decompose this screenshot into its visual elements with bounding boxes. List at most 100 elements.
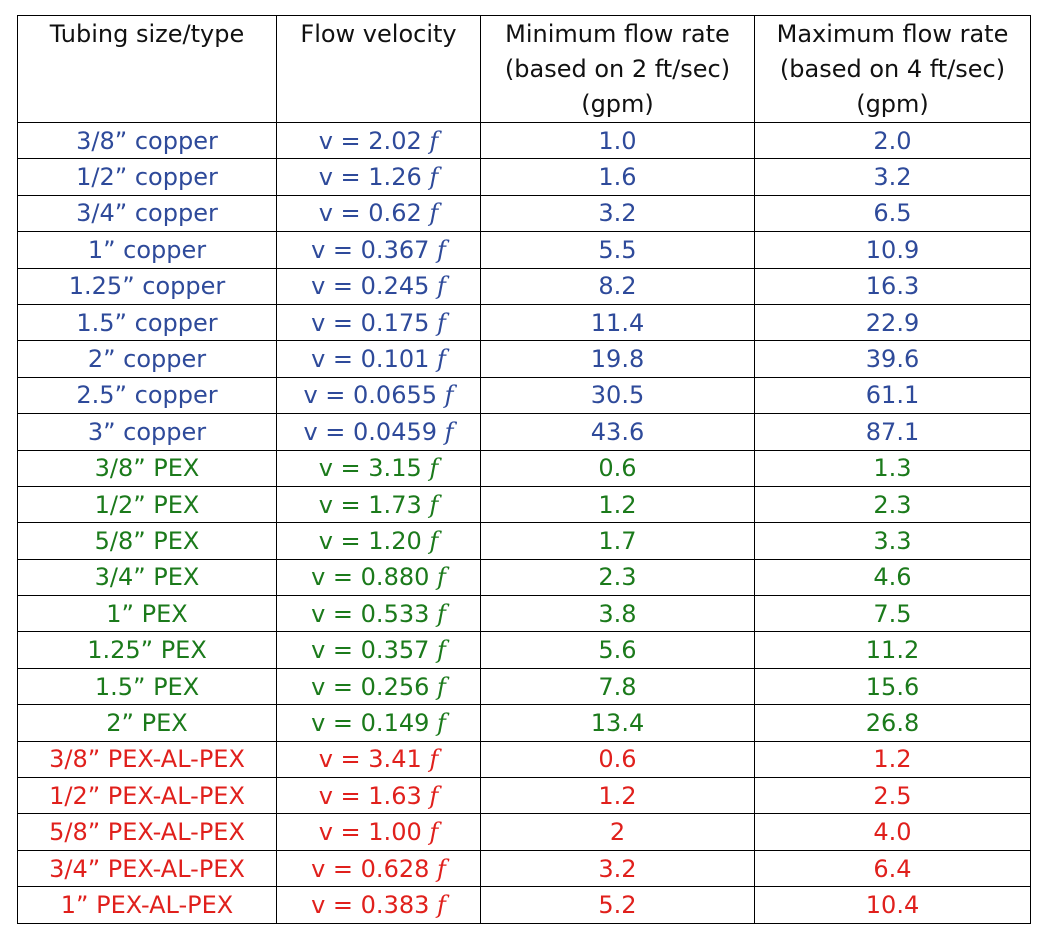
velocity-factor: f <box>429 781 439 810</box>
max-flow-cell-text: 10.9 <box>865 235 920 264</box>
velocity-cell: v = 0.245 f <box>276 267 481 305</box>
min-flow-cell: 5.6 <box>480 631 755 669</box>
max-flow-cell-text: 2.5 <box>873 781 912 810</box>
max-flow-cell-text: 2.0 <box>873 126 912 155</box>
header-row: Tubing size/type Flow velocity Minimum f… <box>17 15 1031 123</box>
tubing-cell-text: 3/8” copper <box>76 126 218 155</box>
velocity-cell-text: v = 0.149 <box>311 708 430 737</box>
velocity-cell-text: v = 0.533 <box>311 599 430 628</box>
max-flow-cell-text: 1.3 <box>873 454 912 483</box>
tubing-cell: 1/2” PEX <box>17 485 277 524</box>
table-row: 1/2” PEX-AL-PEX v = 1.63 f 1.2 2.5 <box>17 777 1031 815</box>
tubing-cell: 1” copper <box>17 231 277 269</box>
min-flow-cell-text: 7.8 <box>598 672 637 701</box>
min-flow-cell: 5.5 <box>480 231 755 269</box>
min-flow-cell: 19.8 <box>480 340 755 378</box>
velocity-factor: f <box>437 345 446 374</box>
min-flow-cell-text: 3.8 <box>598 599 637 628</box>
velocity-cell-text: v = 0.0655 <box>303 381 437 410</box>
velocity-cell-text: v = 1.20 <box>318 526 422 555</box>
max-flow-cell-text: 16.3 <box>865 272 920 301</box>
tubing-cell-text: 3/4” PEX <box>94 563 200 592</box>
tubing-cell-text: 1.5” copper <box>76 308 218 337</box>
velocity-cell: v = 1.00 f <box>276 813 481 851</box>
table-body: 3/8” copper v = 2.02 f 1.0 2.0 1/2” copper v … <box>17 121 1031 924</box>
velocity-factor: f <box>437 854 446 883</box>
max-flow-cell: 2.3 <box>754 485 1031 524</box>
velocity-cell: v = 0.101 f <box>276 340 481 378</box>
velocity-cell-text: v = 0.0459 <box>303 417 437 446</box>
tubing-cell-text: 3/4” PEX-AL-PEX <box>49 854 245 883</box>
tubing-cell: 3/8” PEX <box>17 449 277 487</box>
tubing-cell-text: 3/8” PEX <box>94 454 200 483</box>
table-row: 1” PEX v = 0.533 f 3.8 7.5 <box>17 595 1031 633</box>
velocity-cell-text: v = 1.73 <box>318 490 422 519</box>
min-flow-cell-text: 3.2 <box>598 854 637 883</box>
velocity-factor: f <box>429 745 439 774</box>
tubing-cell: 1.25” PEX <box>17 631 277 669</box>
max-flow-cell: 22.9 <box>754 303 1031 342</box>
min-flow-cell: 13.4 <box>480 704 755 742</box>
velocity-cell-text: v = 0.628 <box>311 854 430 883</box>
min-flow-cell-text: 1.2 <box>598 490 637 519</box>
tubing-cell: 3/4” PEX-AL-PEX <box>17 849 277 888</box>
tubing-cell-text: 1/2” PEX-AL-PEX <box>49 781 245 810</box>
tubing-cell: 1” PEX <box>17 595 277 633</box>
header-max-flow-line-3: (gpm) <box>856 90 929 118</box>
tubing-cell-text: 1.5” PEX <box>94 672 200 701</box>
max-flow-cell-text: 26.8 <box>865 708 920 737</box>
min-flow-cell: 0.6 <box>480 449 755 487</box>
table-row: 1/2” PEX v = 1.73 f 1.2 2.3 <box>17 485 1031 524</box>
min-flow-cell-text: 0.6 <box>598 454 637 483</box>
min-flow-cell-text: 13.4 <box>590 708 645 737</box>
min-flow-cell: 3.2 <box>480 194 755 233</box>
velocity-cell-text: v = 2.02 <box>318 126 422 155</box>
min-flow-cell: 8.2 <box>480 267 755 305</box>
max-flow-cell: 87.1 <box>754 413 1031 451</box>
table-row: 2” PEX v = 0.149 f 13.4 26.8 <box>17 704 1031 742</box>
min-flow-cell-text: 8.2 <box>598 272 637 301</box>
min-flow-cell-text: 1.2 <box>598 781 637 810</box>
max-flow-cell-text: 11.2 <box>865 636 920 665</box>
header-tubing-line: Tubing size/type <box>49 20 245 48</box>
velocity-factor: f <box>437 563 446 592</box>
velocity-cell-text: v = 3.15 <box>318 454 422 483</box>
velocity-factor: f <box>429 199 439 228</box>
max-flow-cell: 7.5 <box>754 595 1031 633</box>
max-flow-cell: 10.9 <box>754 231 1031 269</box>
table-row: 5/8” PEX-AL-PEX v = 1.00 f 2 4.0 <box>17 813 1031 851</box>
velocity-cell: v = 0.367 f <box>276 231 481 269</box>
max-flow-cell-text: 87.1 <box>865 417 920 446</box>
min-flow-cell-text: 5.6 <box>598 636 637 665</box>
min-flow-cell: 1.2 <box>480 777 755 815</box>
table-row: 1.5” copper v = 0.175 f 11.4 22.9 <box>17 303 1031 342</box>
velocity-cell-text: v = 0.367 <box>311 235 430 264</box>
velocity-cell-text: v = 0.383 <box>311 890 430 919</box>
table-row: 3/4” PEX-AL-PEX v = 0.628 f 3.2 6.4 <box>17 849 1031 888</box>
max-flow-cell: 1.3 <box>754 449 1031 487</box>
max-flow-cell-text: 2.3 <box>873 490 912 519</box>
velocity-factor: f <box>429 490 439 519</box>
max-flow-cell: 3.2 <box>754 158 1031 196</box>
table-row: 5/8” PEX v = 1.20 f 1.7 3.3 <box>17 522 1031 560</box>
velocity-factor: f <box>437 272 446 301</box>
header-tubing: Tubing size/type <box>17 15 277 123</box>
header-min-flow-line-2: (based on 2 ft/sec) <box>504 55 731 83</box>
table-row: 1.25” PEX v = 0.357 f 5.6 11.2 <box>17 631 1031 669</box>
max-flow-cell: 10.4 <box>754 886 1031 924</box>
table-row: 3” copper v = 0.0459 f 43.6 87.1 <box>17 413 1031 451</box>
table-row: 1” PEX-AL-PEX v = 0.383 f 5.2 10.4 <box>17 886 1031 924</box>
velocity-factor: f <box>437 308 446 337</box>
header-min-flow-line-1: Minimum flow rate <box>505 20 730 48</box>
min-flow-cell: 2 <box>480 813 755 851</box>
min-flow-cell-text: 5.2 <box>598 890 637 919</box>
tubing-cell-text: 5/8” PEX-AL-PEX <box>49 818 245 847</box>
max-flow-cell-text: 6.4 <box>873 854 912 883</box>
min-flow-cell: 5.2 <box>480 886 755 924</box>
min-flow-cell-text: 2.3 <box>598 563 637 592</box>
table-row: 1” copper v = 0.367 f 5.5 10.9 <box>17 231 1031 269</box>
max-flow-cell-text: 10.4 <box>865 890 920 919</box>
tubing-cell: 3/4” copper <box>17 194 277 233</box>
max-flow-cell-text: 61.1 <box>865 381 920 410</box>
velocity-cell-text: v = 0.175 <box>311 308 430 337</box>
